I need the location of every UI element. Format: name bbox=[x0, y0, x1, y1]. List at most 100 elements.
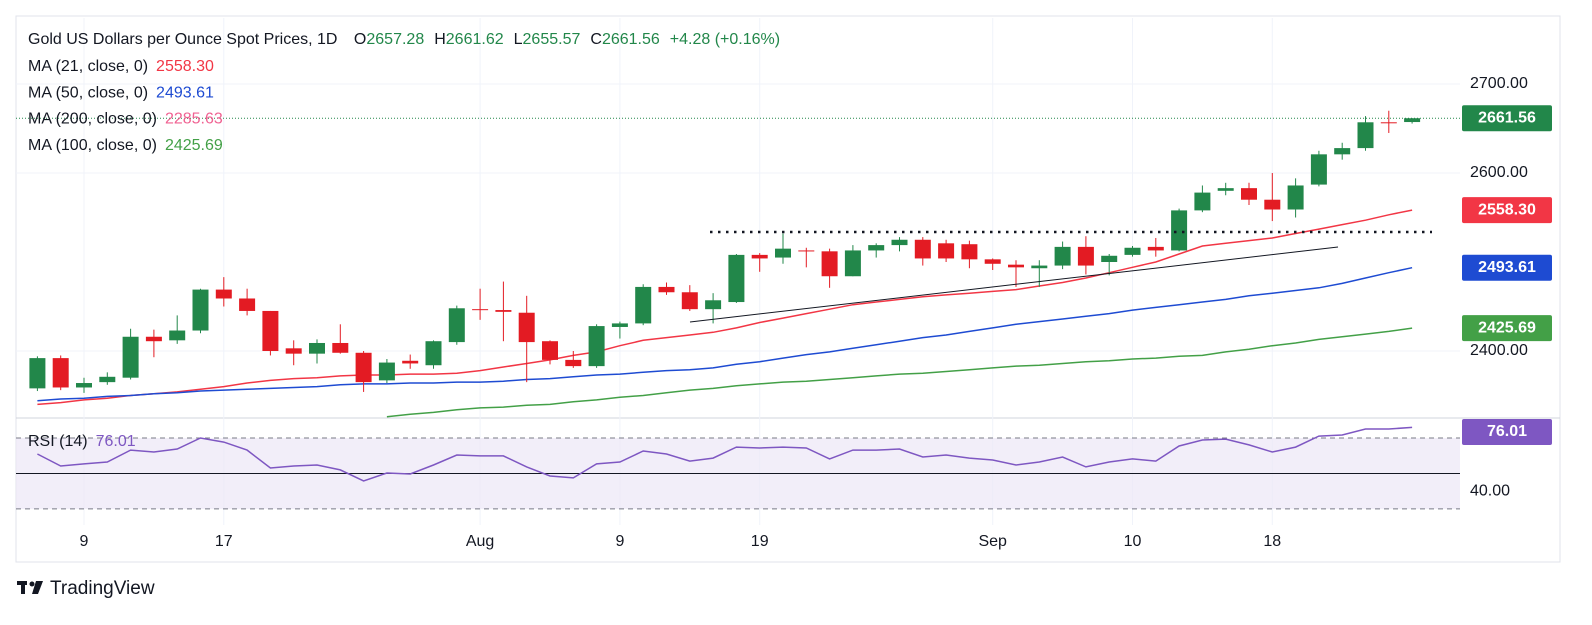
legend-value: 2285.63 bbox=[165, 111, 223, 128]
candle-body bbox=[914, 239, 931, 259]
ohlc-value: 2655.57 bbox=[523, 31, 581, 48]
legend-entry: MA (200, close, 0) 2285.63 bbox=[28, 111, 223, 128]
candle-body bbox=[658, 286, 675, 293]
candle-body bbox=[239, 298, 256, 311]
candle-body bbox=[821, 251, 838, 277]
ohlc-label: O bbox=[354, 31, 366, 48]
ma-line bbox=[386, 327, 1413, 418]
legend-value: 2425.69 bbox=[165, 137, 223, 154]
marks-layer bbox=[16, 105, 1552, 482]
x-tick-label: 10 bbox=[1124, 533, 1142, 550]
candle-body bbox=[1077, 246, 1094, 266]
chart-frame bbox=[15, 15, 1561, 563]
candle-body bbox=[938, 243, 955, 259]
candle-body bbox=[215, 289, 232, 299]
candle-body bbox=[1101, 255, 1118, 263]
candle-body bbox=[29, 358, 46, 389]
candle-body bbox=[751, 254, 768, 259]
candle-body bbox=[145, 336, 162, 342]
legend-name: MA (50, close, 0) bbox=[28, 85, 148, 102]
brand-name: TradingView bbox=[50, 578, 155, 599]
candle-body bbox=[961, 244, 978, 260]
y-tick-label: 2700.00 bbox=[1470, 75, 1528, 92]
ma-line bbox=[37, 209, 1413, 406]
candle-body bbox=[378, 362, 395, 381]
candle-body bbox=[1310, 154, 1327, 185]
ohlc-label: H bbox=[434, 31, 446, 48]
candle-body bbox=[448, 308, 465, 343]
candle-body bbox=[542, 341, 558, 360]
ohlc-value: 2661.62 bbox=[446, 31, 504, 48]
rsi-legend: RSI (14) 76.01 bbox=[28, 433, 136, 450]
ohlc-label: C bbox=[590, 31, 602, 48]
candle-body bbox=[1264, 199, 1281, 210]
candle-body bbox=[705, 300, 722, 310]
candle-body bbox=[1404, 118, 1421, 123]
candle-body bbox=[402, 360, 419, 364]
candle-body bbox=[728, 254, 745, 303]
y-tick-label: 2400.00 bbox=[1470, 342, 1528, 359]
legend-entry: MA (100, close, 0) 2425.69 bbox=[28, 137, 223, 154]
candle-body bbox=[309, 342, 325, 354]
candle-body bbox=[1124, 247, 1141, 255]
logo-part bbox=[32, 581, 43, 594]
candle-body bbox=[495, 310, 512, 312]
price-badge-label: 2425.69 bbox=[1478, 319, 1536, 336]
header: Gold US Dollars per Ounce Spot Prices, 1… bbox=[28, 31, 780, 48]
logo-part bbox=[29, 581, 35, 587]
logo-part bbox=[21, 581, 25, 594]
ma-line bbox=[37, 266, 1413, 402]
candle-body bbox=[1054, 246, 1071, 266]
rsi-tick-label: 40.00 bbox=[1470, 482, 1510, 499]
grid-layer bbox=[16, 18, 1460, 525]
text-layer: Gold US Dollars per Ounce Spot Prices, 1… bbox=[28, 31, 1536, 550]
x-tick-label: Aug bbox=[466, 533, 494, 550]
rsi-value: 76.01 bbox=[96, 433, 136, 450]
price-badge-label: 2493.61 bbox=[1478, 259, 1536, 276]
legend-entry: MA (50, close, 0) 2493.61 bbox=[28, 85, 214, 102]
price-badge bbox=[1462, 105, 1552, 132]
rsi-name: RSI (14) bbox=[28, 433, 88, 450]
candle-body bbox=[518, 312, 535, 343]
legend-name: MA (21, close, 0) bbox=[28, 58, 148, 75]
candle-body bbox=[192, 289, 209, 331]
x-tick-label: 18 bbox=[1263, 533, 1281, 550]
ohlc-label: L bbox=[514, 31, 523, 48]
candle-body bbox=[1217, 188, 1234, 191]
price-change: +4.28 (+0.16%) bbox=[670, 31, 780, 48]
price-badge bbox=[1462, 315, 1552, 342]
x-tick-label: 19 bbox=[751, 533, 769, 550]
candle-body bbox=[775, 248, 791, 258]
candle-body bbox=[1357, 122, 1374, 149]
legend-value: 2558.30 bbox=[156, 58, 214, 75]
candle-body bbox=[681, 292, 698, 310]
x-tick-label: Sep bbox=[978, 533, 1007, 550]
candle-body bbox=[1031, 265, 1048, 269]
price-badge bbox=[1462, 419, 1552, 445]
candle-body bbox=[262, 310, 279, 351]
candle-body bbox=[868, 245, 885, 251]
candle-body bbox=[1241, 188, 1257, 200]
candle-body bbox=[425, 341, 442, 366]
price-badge-label: 2558.30 bbox=[1478, 201, 1536, 218]
price-badge-label: 76.01 bbox=[1487, 423, 1527, 440]
candle-body bbox=[76, 383, 92, 388]
x-tick-label: 17 bbox=[215, 533, 233, 550]
candle-body bbox=[1171, 210, 1188, 251]
rsi-line bbox=[37, 426, 1413, 482]
candle-body bbox=[844, 250, 861, 277]
candle-body bbox=[1008, 264, 1024, 268]
candle-body bbox=[1194, 192, 1211, 211]
candle-body bbox=[1334, 148, 1351, 155]
price-badge-label: 2661.56 bbox=[1478, 109, 1536, 126]
candle-body bbox=[1287, 185, 1304, 210]
candle-body bbox=[565, 359, 582, 367]
candle-body bbox=[169, 330, 186, 341]
legend-name: MA (200, close, 0) bbox=[28, 111, 157, 128]
candle-body bbox=[285, 348, 302, 354]
candle-body bbox=[1147, 246, 1164, 251]
x-tick-label: 9 bbox=[80, 533, 89, 550]
candle-body bbox=[798, 250, 815, 252]
candle-body bbox=[1380, 122, 1397, 124]
